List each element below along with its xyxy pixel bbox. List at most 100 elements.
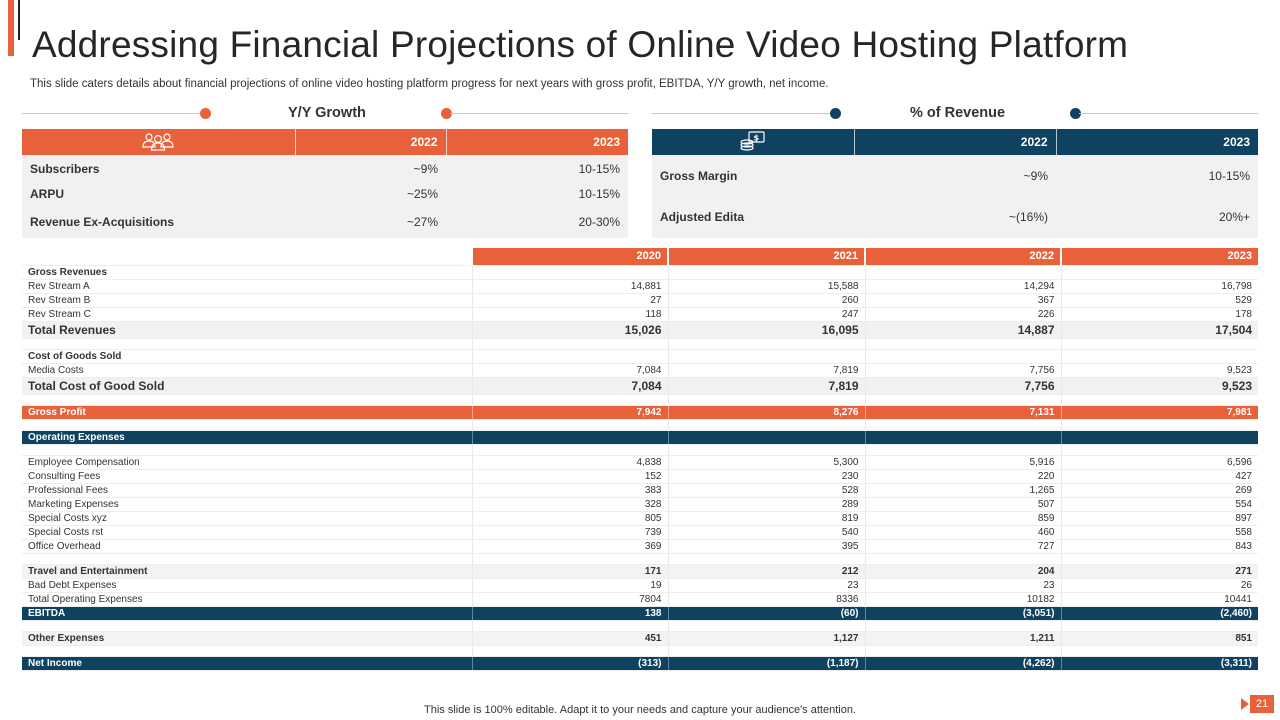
- cell-value: [471, 394, 668, 406]
- rev-header-line-left: [652, 113, 835, 114]
- title-accent-line: [18, 0, 20, 40]
- cell-value: 819: [667, 511, 865, 526]
- row-label: Employee Compensation: [22, 455, 472, 470]
- table-row: Marketing Expenses 328 289 507 554: [22, 497, 1258, 512]
- cell-value: (2,460): [1060, 606, 1258, 621]
- cell-value: [667, 394, 865, 406]
- cell-value: 7,756: [864, 377, 1061, 395]
- table-row: Other Expenses 451 1,127 1,211 851: [22, 631, 1258, 646]
- table-row: EBITDA 138 (60) (3,051) (2,460): [22, 606, 1258, 621]
- yy-col-2022: 2022: [295, 129, 447, 155]
- cell-value: [864, 444, 1061, 456]
- spacer-row: [22, 394, 1258, 406]
- cell-value: 5,916: [864, 455, 1061, 470]
- cell-value: 6,596: [1060, 455, 1258, 470]
- year-header: 2023: [1060, 248, 1258, 266]
- cell-value: 10-15%: [1056, 155, 1258, 196]
- row-label: Special Costs rst: [22, 525, 472, 540]
- cell-value: 7,756: [864, 363, 1061, 378]
- cell-value: 16,798: [1060, 279, 1258, 294]
- cell-value: 7,084: [471, 377, 668, 395]
- cell-value: (60): [667, 606, 865, 621]
- row-label: Gross Revenues: [22, 265, 472, 280]
- cell-value: 9,523: [1060, 377, 1258, 395]
- table-row: Total Cost of Good Sold 7,084 7,819 7,756 9,…: [22, 377, 1258, 395]
- cell-value: 7804: [471, 592, 668, 607]
- cell-value: [471, 444, 668, 456]
- cell-value: [864, 645, 1061, 657]
- cell-value: 369: [471, 539, 668, 554]
- row-label: [22, 419, 472, 431]
- cell-value: ~9%: [854, 155, 1056, 196]
- row-label: [22, 444, 472, 456]
- cell-value: 220: [864, 469, 1061, 484]
- cell-value: [864, 553, 1061, 565]
- cell-value: [864, 394, 1061, 406]
- cell-value: [864, 349, 1061, 364]
- row-label: Marketing Expenses: [22, 497, 472, 512]
- table-row: Gross Revenues: [22, 265, 1258, 280]
- cell-value: [667, 338, 865, 350]
- spacer-row: [22, 444, 1258, 456]
- cell-value: (313): [471, 656, 668, 671]
- rev-header-dot-left: [830, 108, 841, 119]
- row-label: Rev Stream B: [22, 293, 472, 308]
- cell-value: 17,504: [1060, 321, 1258, 339]
- cell-value: 10-15%: [446, 182, 628, 205]
- cell-value: [471, 338, 668, 350]
- table-row: Office Overhead 369 395 727 843: [22, 539, 1258, 554]
- year-header-row: 2020 2021 2022 2023: [22, 248, 1258, 266]
- cell-value: 247: [667, 307, 865, 322]
- table-row: Special Costs xyz 805 819 859 897: [22, 511, 1258, 526]
- cell-value: 7,131: [864, 405, 1061, 420]
- cell-value: (1,187): [667, 656, 865, 671]
- spacer-row: [22, 645, 1258, 657]
- cell-value: [864, 338, 1061, 350]
- cell-value: 289: [667, 497, 865, 512]
- cell-value: [667, 265, 865, 280]
- table-row: Consulting Fees 152 230 220 427: [22, 469, 1258, 484]
- year-header: 2020: [471, 248, 668, 266]
- cell-value: 230: [667, 469, 865, 484]
- cell-value: 178: [1060, 307, 1258, 322]
- cell-value: ~9%: [295, 155, 446, 182]
- cell-value: (3,051): [864, 606, 1061, 621]
- cell-value: 554: [1060, 497, 1258, 512]
- cell-value: [471, 419, 668, 431]
- cell-value: 10-15%: [446, 155, 628, 182]
- row-label: Other Expenses: [22, 631, 472, 646]
- cell-value: [864, 419, 1061, 431]
- cell-value: ~27%: [295, 205, 446, 238]
- cell-value: 204: [864, 564, 1061, 579]
- table-row: Gross Margin ~9% 10-15%: [652, 155, 1258, 196]
- year-header-blank: [22, 248, 472, 266]
- cell-value: 19: [471, 578, 668, 593]
- row-label: Professional Fees: [22, 483, 472, 498]
- yy-header-line-left: [22, 113, 205, 114]
- yy-growth-header: Y/Y Growth: [22, 104, 628, 124]
- cell-value: 10182: [864, 592, 1061, 607]
- row-label: [22, 338, 472, 350]
- row-label: Total Revenues: [22, 321, 472, 339]
- revenue-pct-header-row: $ 2022 2023: [652, 129, 1258, 155]
- row-label: Total Cost of Good Sold: [22, 377, 472, 395]
- row-label: [22, 394, 472, 406]
- title-accent-bar: [8, 0, 14, 56]
- cell-value: [471, 265, 668, 280]
- table-row: Subscribers ~9% 10-15%: [22, 155, 628, 182]
- row-label: Operating Expenses: [22, 430, 472, 445]
- cell-value: 4,838: [471, 455, 668, 470]
- row-label: Consulting Fees: [22, 469, 472, 484]
- cell-value: [1060, 419, 1258, 431]
- cell-value: 171: [471, 564, 668, 579]
- page-subtitle: This slide caters details about financia…: [30, 78, 829, 90]
- row-label: EBITDA: [22, 606, 472, 621]
- rev-col-2023: 2023: [1223, 135, 1250, 149]
- table-row: Cost of Goods Sold: [22, 349, 1258, 364]
- table-row: Total Revenues 15,026 16,095 14,887 17,504: [22, 321, 1258, 339]
- cell-value: [1060, 645, 1258, 657]
- cell-value: 1,265: [864, 483, 1061, 498]
- cell-value: [667, 553, 865, 565]
- cell-value: 138: [471, 606, 668, 621]
- cell-value: 529: [1060, 293, 1258, 308]
